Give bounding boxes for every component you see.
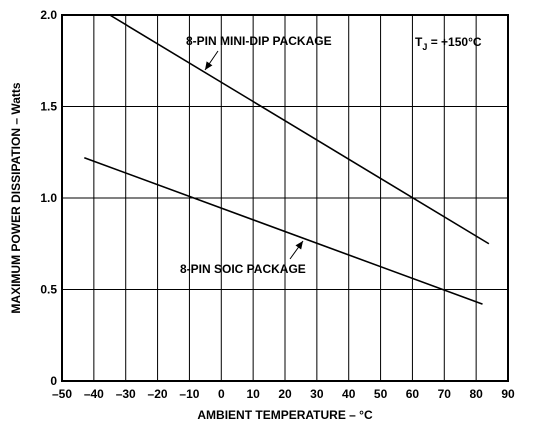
x-axis-title: AMBIENT TEMPERATURE – °C [197, 408, 373, 422]
y-tick-label: 1.0 [40, 191, 57, 205]
series-label-mini-dip: 8-PIN MINI-DIP PACKAGE [186, 34, 332, 48]
series-line-soic [84, 156, 483, 305]
junction-temperature-label: TJ = +150°C [415, 35, 482, 52]
x-tick-label: –40 [84, 387, 104, 401]
series-label-soic: 8-PIN SOIC PACKAGE [180, 262, 306, 276]
tj-prefix: T [415, 35, 423, 49]
arrowhead-mini-dip [205, 61, 213, 70]
tick-labels: –50 –40 –30 –20 –10 0 10 20 30 40 50 60 70 80 90 0 0.5 1.… [40, 8, 515, 401]
series-lines [84, 14, 490, 305]
tj-subscript: J [422, 42, 427, 52]
x-tick-label: 10 [246, 387, 260, 401]
x-tick-label: 40 [342, 387, 356, 401]
y-axis-title: MAXIMUM POWER DISSIPATION – Watts [9, 82, 23, 313]
x-tick-label: –20 [148, 387, 168, 401]
tj-rest: = +150°C [427, 35, 482, 49]
y-tick-label: 1.5 [40, 100, 57, 114]
y-tick-label: 0 [50, 374, 57, 388]
x-tick-label: 50 [374, 387, 388, 401]
x-tick-label: 20 [278, 387, 292, 401]
y-tick-label: 0.5 [40, 283, 57, 297]
x-tick-label: 0 [218, 387, 225, 401]
x-tick-label: 30 [310, 387, 324, 401]
x-tick-label: 70 [438, 387, 452, 401]
x-tick-label: –30 [116, 387, 136, 401]
x-tick-label: –50 [52, 387, 72, 401]
x-tick-label: –10 [179, 387, 199, 401]
arrowhead-soic [295, 241, 303, 250]
series-line-mini-dip [109, 14, 490, 245]
grid [62, 15, 508, 381]
plot-frame [61, 14, 509, 382]
x-tick-label: 60 [406, 387, 420, 401]
y-tick-label: 2.0 [40, 8, 57, 22]
x-tick-label: 90 [501, 387, 515, 401]
x-tick-label: 80 [469, 387, 483, 401]
annotations: 8-PIN MINI-DIP PACKAGE 8-PIN SOIC PACKAG… [180, 34, 482, 276]
